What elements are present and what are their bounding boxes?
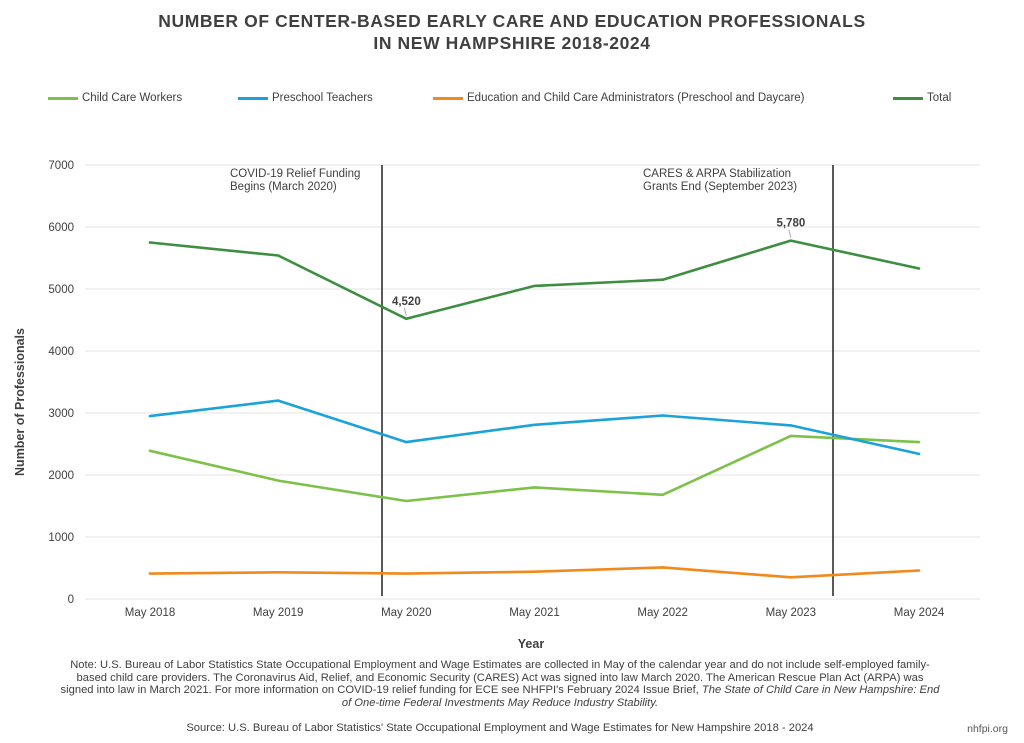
x-tick-label: May 2021: [509, 607, 560, 619]
event-annotation-text: CARES & ARPA Stabilization: [643, 168, 791, 180]
data-point: [276, 571, 280, 574]
series-line: [148, 399, 921, 456]
data-point: [789, 434, 793, 438]
data-point: [148, 241, 152, 244]
data-point: [276, 479, 280, 482]
data-point: [661, 278, 664, 281]
data-point: [661, 414, 664, 417]
legend-swatch: [238, 96, 268, 100]
x-tick-label: May 2018: [125, 607, 176, 619]
legend-swatch: [433, 96, 463, 100]
data-point: [405, 572, 408, 575]
y-tick-label: 3000: [48, 408, 74, 420]
legend-item-total: Total: [893, 92, 951, 104]
data-point: [533, 423, 536, 426]
data-label: 4,520: [392, 296, 421, 308]
x-tick-label: May 2019: [253, 607, 304, 619]
data-point: [533, 486, 536, 489]
y-tick-label: 2000: [48, 470, 74, 482]
event-annotation-text: COVID-19 Relief Funding: [230, 168, 360, 180]
y-tick-label: 4000: [48, 346, 74, 358]
y-tick-label: 7000: [48, 160, 74, 172]
data-point: [917, 452, 921, 456]
data-point: [148, 414, 152, 418]
chart-title: NUMBER OF CENTER-BASED EARLY CARE AND ED…: [0, 10, 1024, 54]
legend-item-child-care-workers: Child Care Workers: [48, 92, 182, 104]
chart-title-line-1: NUMBER OF CENTER-BASED EARLY CARE AND ED…: [158, 11, 866, 31]
data-point: [405, 317, 408, 320]
legend-item-administrators: Education and Child Care Administrators …: [433, 92, 805, 104]
data-point: [276, 254, 280, 257]
data-label-leader: [788, 229, 792, 238]
legend-swatch: [48, 96, 78, 100]
note-text: Note: U.S. Bureau of Labor Statistics St…: [60, 659, 930, 697]
series-line: [148, 434, 921, 503]
data-point: [148, 449, 152, 453]
event-annotation-text: Grants End (September 2023): [643, 181, 797, 193]
chart-source: Source: U.S. Bureau of Labor Statistics'…: [186, 722, 814, 734]
y-tick-label: 6000: [48, 222, 74, 234]
data-label: 5,780: [776, 218, 805, 230]
y-tick-label: 5000: [48, 284, 74, 296]
chart-note: Note: U.S. Bureau of Labor Statistics St…: [60, 659, 940, 710]
data-point: [405, 499, 408, 503]
data-point: [661, 566, 664, 569]
data-point: [148, 572, 152, 575]
chart-title-line-2: IN NEW HAMPSHIRE 2018-2024: [373, 33, 651, 53]
data-point: [276, 399, 280, 402]
data-point: [789, 239, 793, 242]
legend-label: Education and Child Care Administrators …: [467, 92, 805, 104]
data-point: [661, 493, 664, 497]
x-axis-title: Year: [518, 637, 545, 651]
data-point: [533, 570, 536, 573]
y-axis-title: Number of Professionals: [13, 328, 27, 476]
site-credit: nhfpi.org: [967, 723, 1008, 735]
legend-label: Child Care Workers: [82, 92, 183, 104]
legend-label: Preschool Teachers: [272, 92, 373, 104]
y-tick-label: 1000: [48, 532, 74, 544]
series-line: [148, 239, 921, 321]
data-point: [917, 267, 921, 270]
event-annotation-text: Begins (March 2020): [230, 181, 337, 193]
data-point: [917, 569, 921, 572]
x-tick-label: May 2024: [894, 607, 945, 619]
chart-legend: Child Care Workers Preschool Teachers Ed…: [0, 92, 1024, 108]
data-point: [789, 576, 793, 579]
data-point: [917, 440, 921, 444]
legend-swatch: [893, 96, 923, 100]
x-tick-label: May 2022: [637, 607, 688, 619]
note-italic-title: The State of Child Care in New Hampshire…: [341, 684, 940, 710]
data-point: [533, 284, 536, 288]
data-point: [405, 440, 408, 444]
y-tick-label: 0: [68, 594, 74, 606]
x-tick-label: May 2020: [381, 607, 432, 619]
data-label-leader: [403, 307, 407, 316]
legend-label: Total: [927, 92, 952, 104]
data-point: [789, 424, 793, 427]
x-tick-label: May 2023: [766, 607, 817, 619]
legend-item-preschool-teachers: Preschool Teachers: [238, 92, 373, 104]
